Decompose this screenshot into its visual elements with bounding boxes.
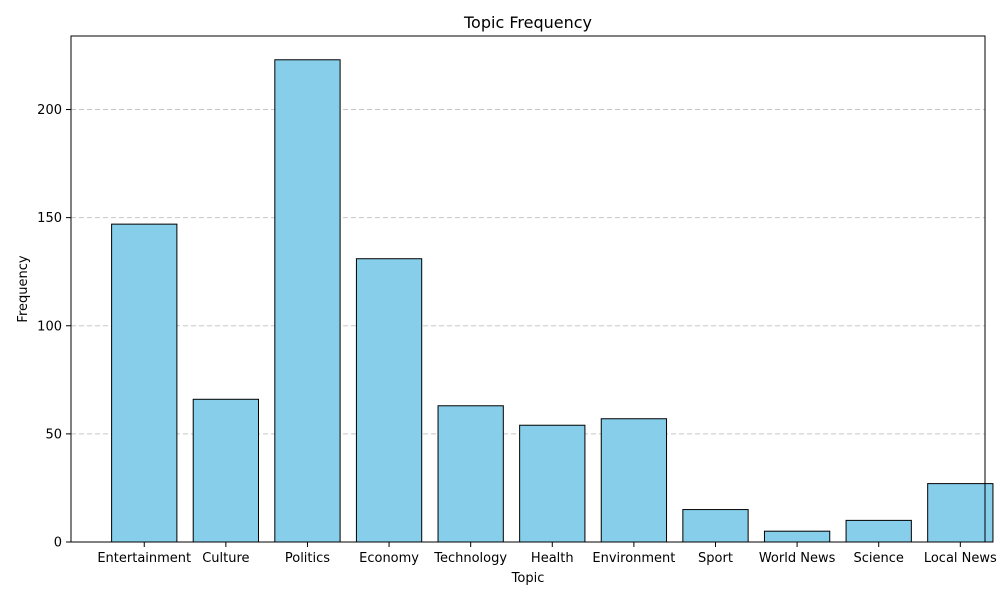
x-tick-label: Politics <box>285 551 330 566</box>
x-tick-label: Environment <box>592 551 675 566</box>
y-tick-label: 0 <box>54 536 62 551</box>
y-tick-label: 50 <box>45 427 62 442</box>
x-tick-label: Science <box>854 551 904 566</box>
y-tick-label: 100 <box>37 319 62 334</box>
bar-economy <box>355 258 423 543</box>
x-axis-ticks: Entertainment Culture Politics Economy Techn… <box>97 542 997 566</box>
bar-sport <box>682 509 749 543</box>
y-tick-label: 200 <box>37 103 62 118</box>
x-tick-label: Entertainment <box>97 551 191 566</box>
bar-local-news <box>927 483 994 543</box>
bar-world-news <box>763 530 831 543</box>
x-axis-label: Topic <box>511 571 545 586</box>
chart-title: Topic Frequency <box>463 13 592 32</box>
bar-technology <box>437 405 504 543</box>
x-tick-label: Local News <box>924 551 997 566</box>
y-axis-label: Frequency <box>16 255 31 322</box>
bar-entertainment <box>111 223 178 543</box>
x-tick-label: Economy <box>359 551 419 566</box>
y-axis-ticks: 0 50 100 150 200 <box>37 103 71 551</box>
x-tick-label: Culture <box>202 551 249 566</box>
bars <box>111 59 994 543</box>
bar-culture <box>192 398 259 543</box>
bar-health <box>519 424 586 543</box>
bar-science <box>845 519 912 543</box>
bar-politics <box>274 59 341 543</box>
x-tick-label: Technology <box>433 551 507 566</box>
x-tick-label: Health <box>531 551 574 566</box>
bar-environment <box>600 418 668 543</box>
plot-frame <box>70 35 986 543</box>
grid-lines <box>71 109 985 435</box>
y-tick-label: 150 <box>37 211 62 226</box>
x-tick-label: Sport <box>698 551 733 566</box>
x-tick-label: World News <box>759 551 836 566</box>
